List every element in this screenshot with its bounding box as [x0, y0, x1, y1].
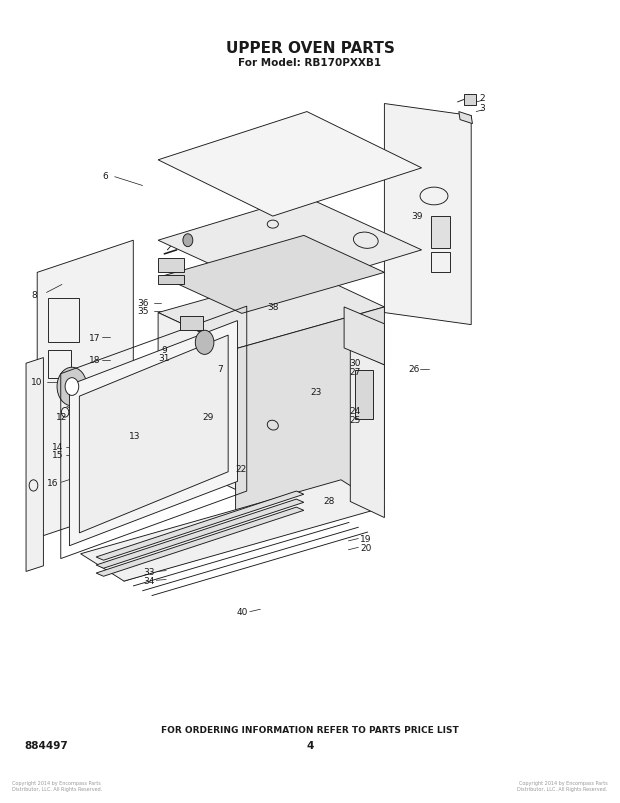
- Circle shape: [65, 378, 79, 396]
- Polygon shape: [158, 313, 236, 490]
- Text: iReplacementParts.com: iReplacementParts.com: [252, 405, 368, 414]
- Text: Copyright 2014 by Encompass Parts
Distributor, LLC. All Rights Reserved.: Copyright 2014 by Encompass Parts Distri…: [517, 780, 608, 791]
- Polygon shape: [37, 241, 133, 538]
- Bar: [48, 299, 79, 343]
- Text: 25: 25: [349, 415, 360, 425]
- Text: 22: 22: [235, 464, 246, 474]
- Text: 19: 19: [360, 534, 371, 544]
- Polygon shape: [344, 308, 384, 365]
- Bar: [158, 259, 184, 273]
- Text: 34: 34: [143, 576, 154, 585]
- Polygon shape: [96, 499, 304, 569]
- Text: 16: 16: [47, 478, 58, 487]
- Polygon shape: [81, 480, 384, 581]
- Circle shape: [195, 331, 214, 355]
- Text: 38: 38: [267, 302, 278, 312]
- Bar: [431, 217, 450, 249]
- Text: 28: 28: [323, 496, 334, 506]
- Text: 23: 23: [311, 387, 322, 397]
- Text: 30: 30: [349, 358, 360, 368]
- Text: 10: 10: [32, 377, 43, 387]
- Polygon shape: [384, 104, 471, 325]
- Text: FOR ORDERING INFORMATION REFER TO PARTS PRICE LIST: FOR ORDERING INFORMATION REFER TO PARTS …: [161, 724, 459, 734]
- Text: 9: 9: [161, 345, 167, 355]
- Text: 18: 18: [89, 356, 100, 365]
- Bar: [158, 275, 184, 285]
- Text: 884497: 884497: [25, 740, 68, 750]
- Text: 14: 14: [52, 442, 63, 452]
- Circle shape: [183, 234, 193, 247]
- Text: 13: 13: [130, 431, 141, 441]
- Bar: [180, 316, 203, 331]
- Bar: [355, 371, 373, 419]
- Polygon shape: [79, 336, 228, 533]
- Bar: [48, 351, 71, 379]
- Text: 33: 33: [143, 567, 154, 577]
- Polygon shape: [96, 491, 304, 560]
- Text: 29: 29: [202, 412, 213, 422]
- Text: Copyright 2014 by Encompass Parts
Distributor, LLC. All Rights Reserved.: Copyright 2014 by Encompass Parts Distri…: [12, 780, 103, 791]
- Text: 6: 6: [102, 172, 108, 181]
- Text: 8: 8: [31, 290, 37, 300]
- Text: 31: 31: [159, 353, 170, 363]
- Text: 39: 39: [411, 211, 422, 221]
- Polygon shape: [236, 308, 384, 532]
- Text: 20: 20: [360, 543, 371, 552]
- Text: 3: 3: [479, 104, 485, 113]
- Polygon shape: [69, 321, 237, 546]
- Polygon shape: [96, 507, 304, 577]
- Polygon shape: [158, 112, 422, 217]
- Circle shape: [57, 368, 87, 406]
- Text: 17: 17: [89, 333, 100, 343]
- Bar: [431, 253, 450, 273]
- Text: 36: 36: [137, 299, 148, 308]
- Polygon shape: [158, 197, 422, 295]
- Text: 26: 26: [409, 365, 420, 374]
- Polygon shape: [161, 236, 384, 314]
- Text: 35: 35: [137, 307, 148, 316]
- Text: 7: 7: [217, 365, 223, 374]
- Text: 40: 40: [236, 607, 247, 617]
- Polygon shape: [350, 349, 384, 518]
- Text: For Model: RB170PXXB1: For Model: RB170PXXB1: [239, 58, 381, 67]
- Polygon shape: [459, 112, 472, 124]
- Text: 27: 27: [349, 367, 360, 377]
- Text: 24: 24: [349, 406, 360, 416]
- Text: 15: 15: [52, 450, 63, 460]
- Bar: [464, 95, 476, 106]
- Text: 12: 12: [56, 412, 68, 422]
- Text: 4: 4: [306, 740, 314, 750]
- Polygon shape: [26, 358, 43, 572]
- Text: 2: 2: [479, 94, 485, 104]
- Polygon shape: [158, 271, 384, 349]
- Text: UPPER OVEN PARTS: UPPER OVEN PARTS: [226, 41, 394, 55]
